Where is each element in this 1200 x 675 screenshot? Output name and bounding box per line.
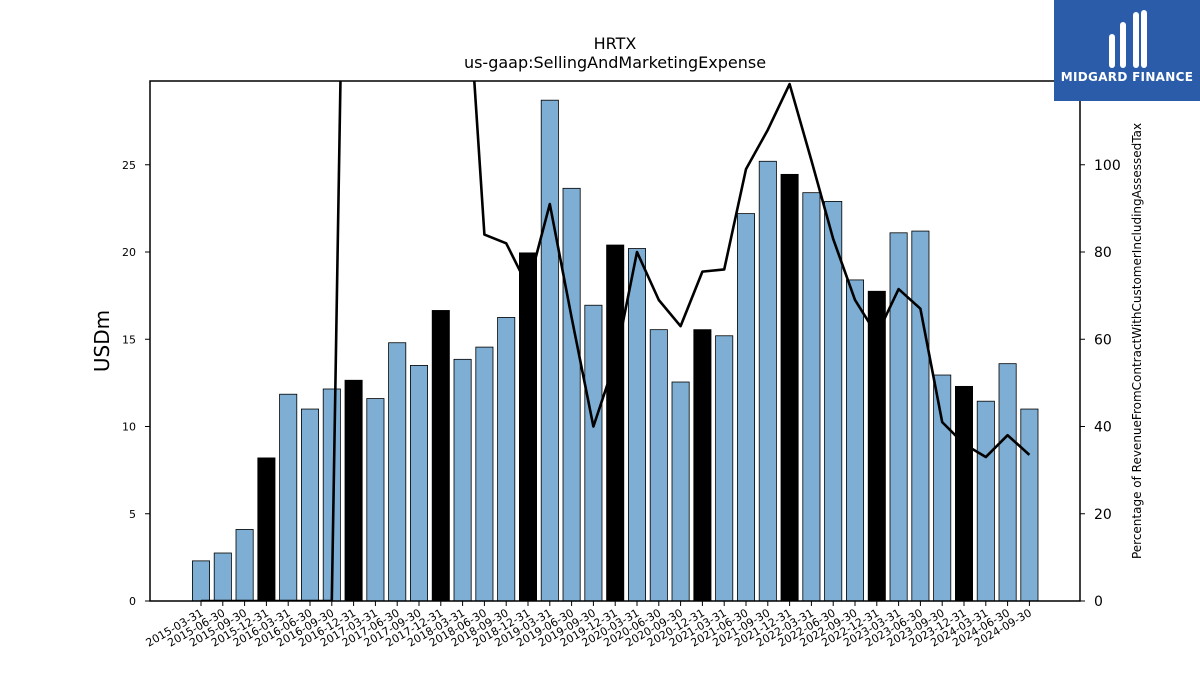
- bar: [606, 244, 625, 602]
- chart-subtitle: us-gaap:SellingAndMarketingExpense: [464, 53, 766, 72]
- bar: [628, 248, 647, 602]
- bar: [409, 365, 428, 602]
- bar: [649, 329, 668, 602]
- bar: [562, 187, 581, 602]
- bar: [453, 358, 472, 602]
- bar: [998, 363, 1017, 602]
- bar: [497, 317, 516, 602]
- bar: [715, 335, 734, 602]
- bar: [780, 173, 799, 602]
- left-axis-ticks: 0 5 10 15 20 25: [122, 159, 150, 608]
- bar: [213, 552, 232, 602]
- bar: [388, 342, 407, 602]
- bar: [867, 290, 886, 602]
- bar: [519, 252, 538, 602]
- y-tick-label: 10: [122, 421, 136, 434]
- bar: [366, 398, 385, 602]
- y2-axis-label: Percentage of RevenueFromContractWithCus…: [1130, 123, 1144, 559]
- bar: [279, 393, 298, 602]
- y2-tick-label: 100: [1094, 158, 1121, 174]
- bar: [976, 400, 995, 602]
- bar: [584, 304, 603, 602]
- logo-mark-icon: [1109, 10, 1147, 68]
- percentage-line-series: [201, 81, 1031, 601]
- x-axis-ticks: 2015-03-312015-06-302015-09-302015-12-31…: [144, 601, 1034, 650]
- bar: [235, 529, 254, 602]
- bar: [693, 329, 712, 602]
- y2-tick-label: 60: [1094, 332, 1112, 348]
- bar: [933, 374, 952, 602]
- bar: [540, 99, 559, 602]
- bar: [344, 379, 363, 602]
- y2-tick-label: 20: [1094, 507, 1112, 523]
- y2-tick-label: 0: [1094, 594, 1103, 610]
- bar: [671, 381, 690, 602]
- bar: [758, 160, 777, 602]
- y-tick-label: 20: [122, 246, 136, 259]
- bar: [191, 560, 210, 602]
- y-axis-label: USDm: [90, 310, 114, 372]
- bar-series: [191, 99, 1039, 602]
- bar: [955, 385, 974, 602]
- bar: [802, 192, 821, 602]
- y-tick-label: 25: [122, 159, 136, 172]
- bar: [911, 230, 930, 602]
- bar: [257, 457, 276, 602]
- bar: [431, 310, 450, 602]
- bar: [737, 213, 756, 602]
- y-tick-label: 0: [129, 595, 136, 608]
- bar: [846, 279, 865, 602]
- y-tick-label: 15: [122, 333, 136, 346]
- bar: [475, 346, 494, 602]
- bar: [1020, 408, 1039, 602]
- bar: [300, 408, 319, 602]
- bar: [824, 200, 843, 602]
- y-tick-label: 5: [129, 508, 136, 521]
- right-axis-ticks: 0 20 40 60 80 100: [1080, 158, 1121, 610]
- percentage-line: [201, 81, 1031, 601]
- chart-title: HRTX: [594, 34, 637, 53]
- y2-tick-label: 80: [1094, 245, 1112, 261]
- logo-text: MIDGARD FINANCE: [1060, 70, 1194, 84]
- y2-tick-label: 40: [1094, 420, 1112, 436]
- midgard-finance-logo: MIDGARD FINANCE: [1054, 0, 1200, 101]
